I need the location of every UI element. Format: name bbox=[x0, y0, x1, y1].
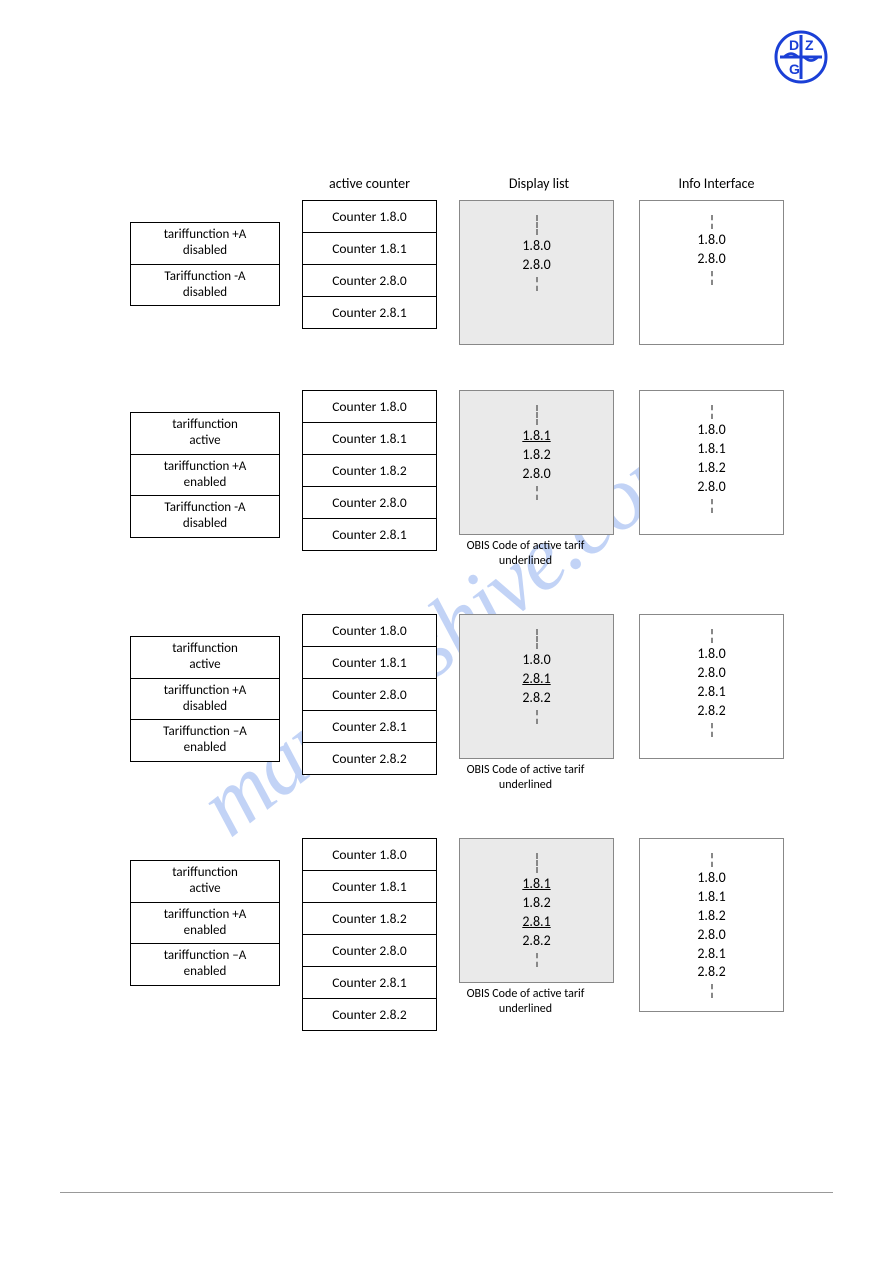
counter-cell: Counter 2.8.0 bbox=[302, 487, 437, 519]
counter-cell: Counter 2.8.1 bbox=[302, 967, 437, 999]
counter-cell: Counter 2.8.1 bbox=[302, 297, 437, 329]
display-list-panel: 1.8.02.8.0 bbox=[459, 200, 614, 345]
display-list-column: 1.8.11.8.22.8.12.8.2 OBIS Code of active … bbox=[437, 838, 614, 1017]
column-headers: active counter Display list Info Interfa… bbox=[130, 175, 833, 192]
counter-cell: Counter 1.8.1 bbox=[302, 871, 437, 903]
counter-cell: Counter 1.8.1 bbox=[302, 423, 437, 455]
display-list-panel: 1.8.11.8.22.8.12.8.2 bbox=[459, 838, 614, 983]
diagram-row: tariffunctionactivetariffunction +Aenabl… bbox=[130, 390, 833, 569]
display-list-column: 1.8.11.8.22.8.0 OBIS Code of active tarif… bbox=[437, 390, 614, 569]
svg-text:D: D bbox=[789, 37, 799, 53]
display-codes: 1.8.11.8.22.8.12.8.2 bbox=[460, 873, 613, 953]
counter-cell: Counter 1.8.2 bbox=[302, 903, 437, 935]
svg-text:G: G bbox=[789, 61, 800, 77]
tariff-state-box: Tariffunction -Adisabled bbox=[130, 496, 280, 538]
tariff-state-box: tariffunction +Aenabled bbox=[130, 903, 280, 945]
active-counter-list: Counter 1.8.0Counter 1.8.1Counter 1.8.2C… bbox=[302, 838, 437, 1031]
dzg-logo: D Z G bbox=[774, 30, 828, 84]
display-list-panel: 1.8.11.8.22.8.0 bbox=[459, 390, 614, 535]
diagram-content: active counter Display list Info Interfa… bbox=[130, 175, 833, 1076]
counter-cell: Counter 1.8.0 bbox=[302, 838, 437, 871]
diagram-row: tariffunctionactivetariffunction +Adisab… bbox=[130, 614, 833, 793]
info-interface-panel: 1.8.01.8.11.8.22.8.0 bbox=[639, 390, 784, 535]
header-display-list: Display list bbox=[459, 175, 619, 192]
info-codes: 1.8.02.8.0 bbox=[640, 229, 783, 271]
tariff-state-boxes: tariffunctionactivetariffunction +Adisab… bbox=[130, 614, 280, 762]
counter-cell: Counter 2.8.2 bbox=[302, 999, 437, 1031]
tariff-state-box: tariffunctionactive bbox=[130, 636, 280, 679]
display-list-panel: 1.8.02.8.12.8.2 bbox=[459, 614, 614, 759]
info-codes: 1.8.01.8.11.8.22.8.02.8.12.8.2 bbox=[640, 867, 783, 984]
counter-cell: Counter 1.8.0 bbox=[302, 614, 437, 647]
display-codes: 1.8.02.8.12.8.2 bbox=[460, 649, 613, 710]
obis-caption: OBIS Code of active tarifunderlined bbox=[437, 763, 614, 793]
tariff-state-box: tariffunctionactive bbox=[130, 860, 280, 903]
counter-cell: Counter 2.8.0 bbox=[302, 265, 437, 297]
header-active-counter: active counter bbox=[302, 175, 437, 192]
counter-cell: Counter 1.8.1 bbox=[302, 233, 437, 265]
svg-text:Z: Z bbox=[805, 37, 814, 53]
counter-cell: Counter 1.8.0 bbox=[302, 200, 437, 233]
diagram-row: tariffunction +AdisabledTariffunction -A… bbox=[130, 200, 833, 345]
info-interface-panel: 1.8.02.8.02.8.12.8.2 bbox=[639, 614, 784, 759]
info-interface-panel: 1.8.02.8.0 bbox=[639, 200, 784, 345]
counter-cell: Counter 1.8.0 bbox=[302, 390, 437, 423]
display-list-column: 1.8.02.8.12.8.2 OBIS Code of active tarif… bbox=[437, 614, 614, 793]
info-interface-panel: 1.8.01.8.11.8.22.8.02.8.12.8.2 bbox=[639, 838, 784, 1012]
active-counter-list: Counter 1.8.0Counter 1.8.1Counter 2.8.0C… bbox=[302, 614, 437, 775]
obis-caption: OBIS Code of active tarifunderlined bbox=[437, 987, 614, 1017]
tariff-state-box: Tariffunction –Aenabled bbox=[130, 720, 280, 762]
tariff-state-boxes: tariffunction +AdisabledTariffunction -A… bbox=[130, 200, 280, 306]
page: D Z G manualshive.com active counter Dis… bbox=[0, 0, 893, 1263]
tariff-state-boxes: tariffunctionactivetariffunction +Aenabl… bbox=[130, 838, 280, 986]
counter-cell: Counter 2.8.1 bbox=[302, 711, 437, 743]
display-codes: 1.8.02.8.0 bbox=[460, 235, 613, 277]
active-counter-list: Counter 1.8.0Counter 1.8.1Counter 2.8.0C… bbox=[302, 200, 437, 329]
tariff-state-box: tariffunction +Adisabled bbox=[130, 679, 280, 721]
header-info-interface: Info Interface bbox=[644, 175, 789, 192]
counter-cell: Counter 1.8.2 bbox=[302, 455, 437, 487]
counter-cell: Counter 2.8.1 bbox=[302, 519, 437, 551]
display-codes: 1.8.11.8.22.8.0 bbox=[460, 425, 613, 486]
counter-cell: Counter 2.8.2 bbox=[302, 743, 437, 775]
counter-cell: Counter 1.8.1 bbox=[302, 647, 437, 679]
tariff-state-box: tariffunction +Adisabled bbox=[130, 222, 280, 265]
tariff-state-boxes: tariffunctionactivetariffunction +Aenabl… bbox=[130, 390, 280, 538]
info-codes: 1.8.02.8.02.8.12.8.2 bbox=[640, 643, 783, 723]
info-codes: 1.8.01.8.11.8.22.8.0 bbox=[640, 419, 783, 499]
display-list-column: 1.8.02.8.0 bbox=[437, 200, 614, 345]
diagram-row: tariffunctionactivetariffunction +Aenabl… bbox=[130, 838, 833, 1031]
tariff-state-box: tariffunctionactive bbox=[130, 412, 280, 455]
footer-divider bbox=[60, 1192, 833, 1193]
tariff-state-box: tariffunction +Aenabled bbox=[130, 455, 280, 497]
counter-cell: Counter 2.8.0 bbox=[302, 679, 437, 711]
tariff-state-box: Tariffunction -Adisabled bbox=[130, 265, 280, 307]
counter-cell: Counter 2.8.0 bbox=[302, 935, 437, 967]
obis-caption: OBIS Code of active tarifunderlined bbox=[437, 539, 614, 569]
active-counter-list: Counter 1.8.0Counter 1.8.1Counter 1.8.2C… bbox=[302, 390, 437, 551]
tariff-state-box: tariffunction –Aenabled bbox=[130, 944, 280, 986]
